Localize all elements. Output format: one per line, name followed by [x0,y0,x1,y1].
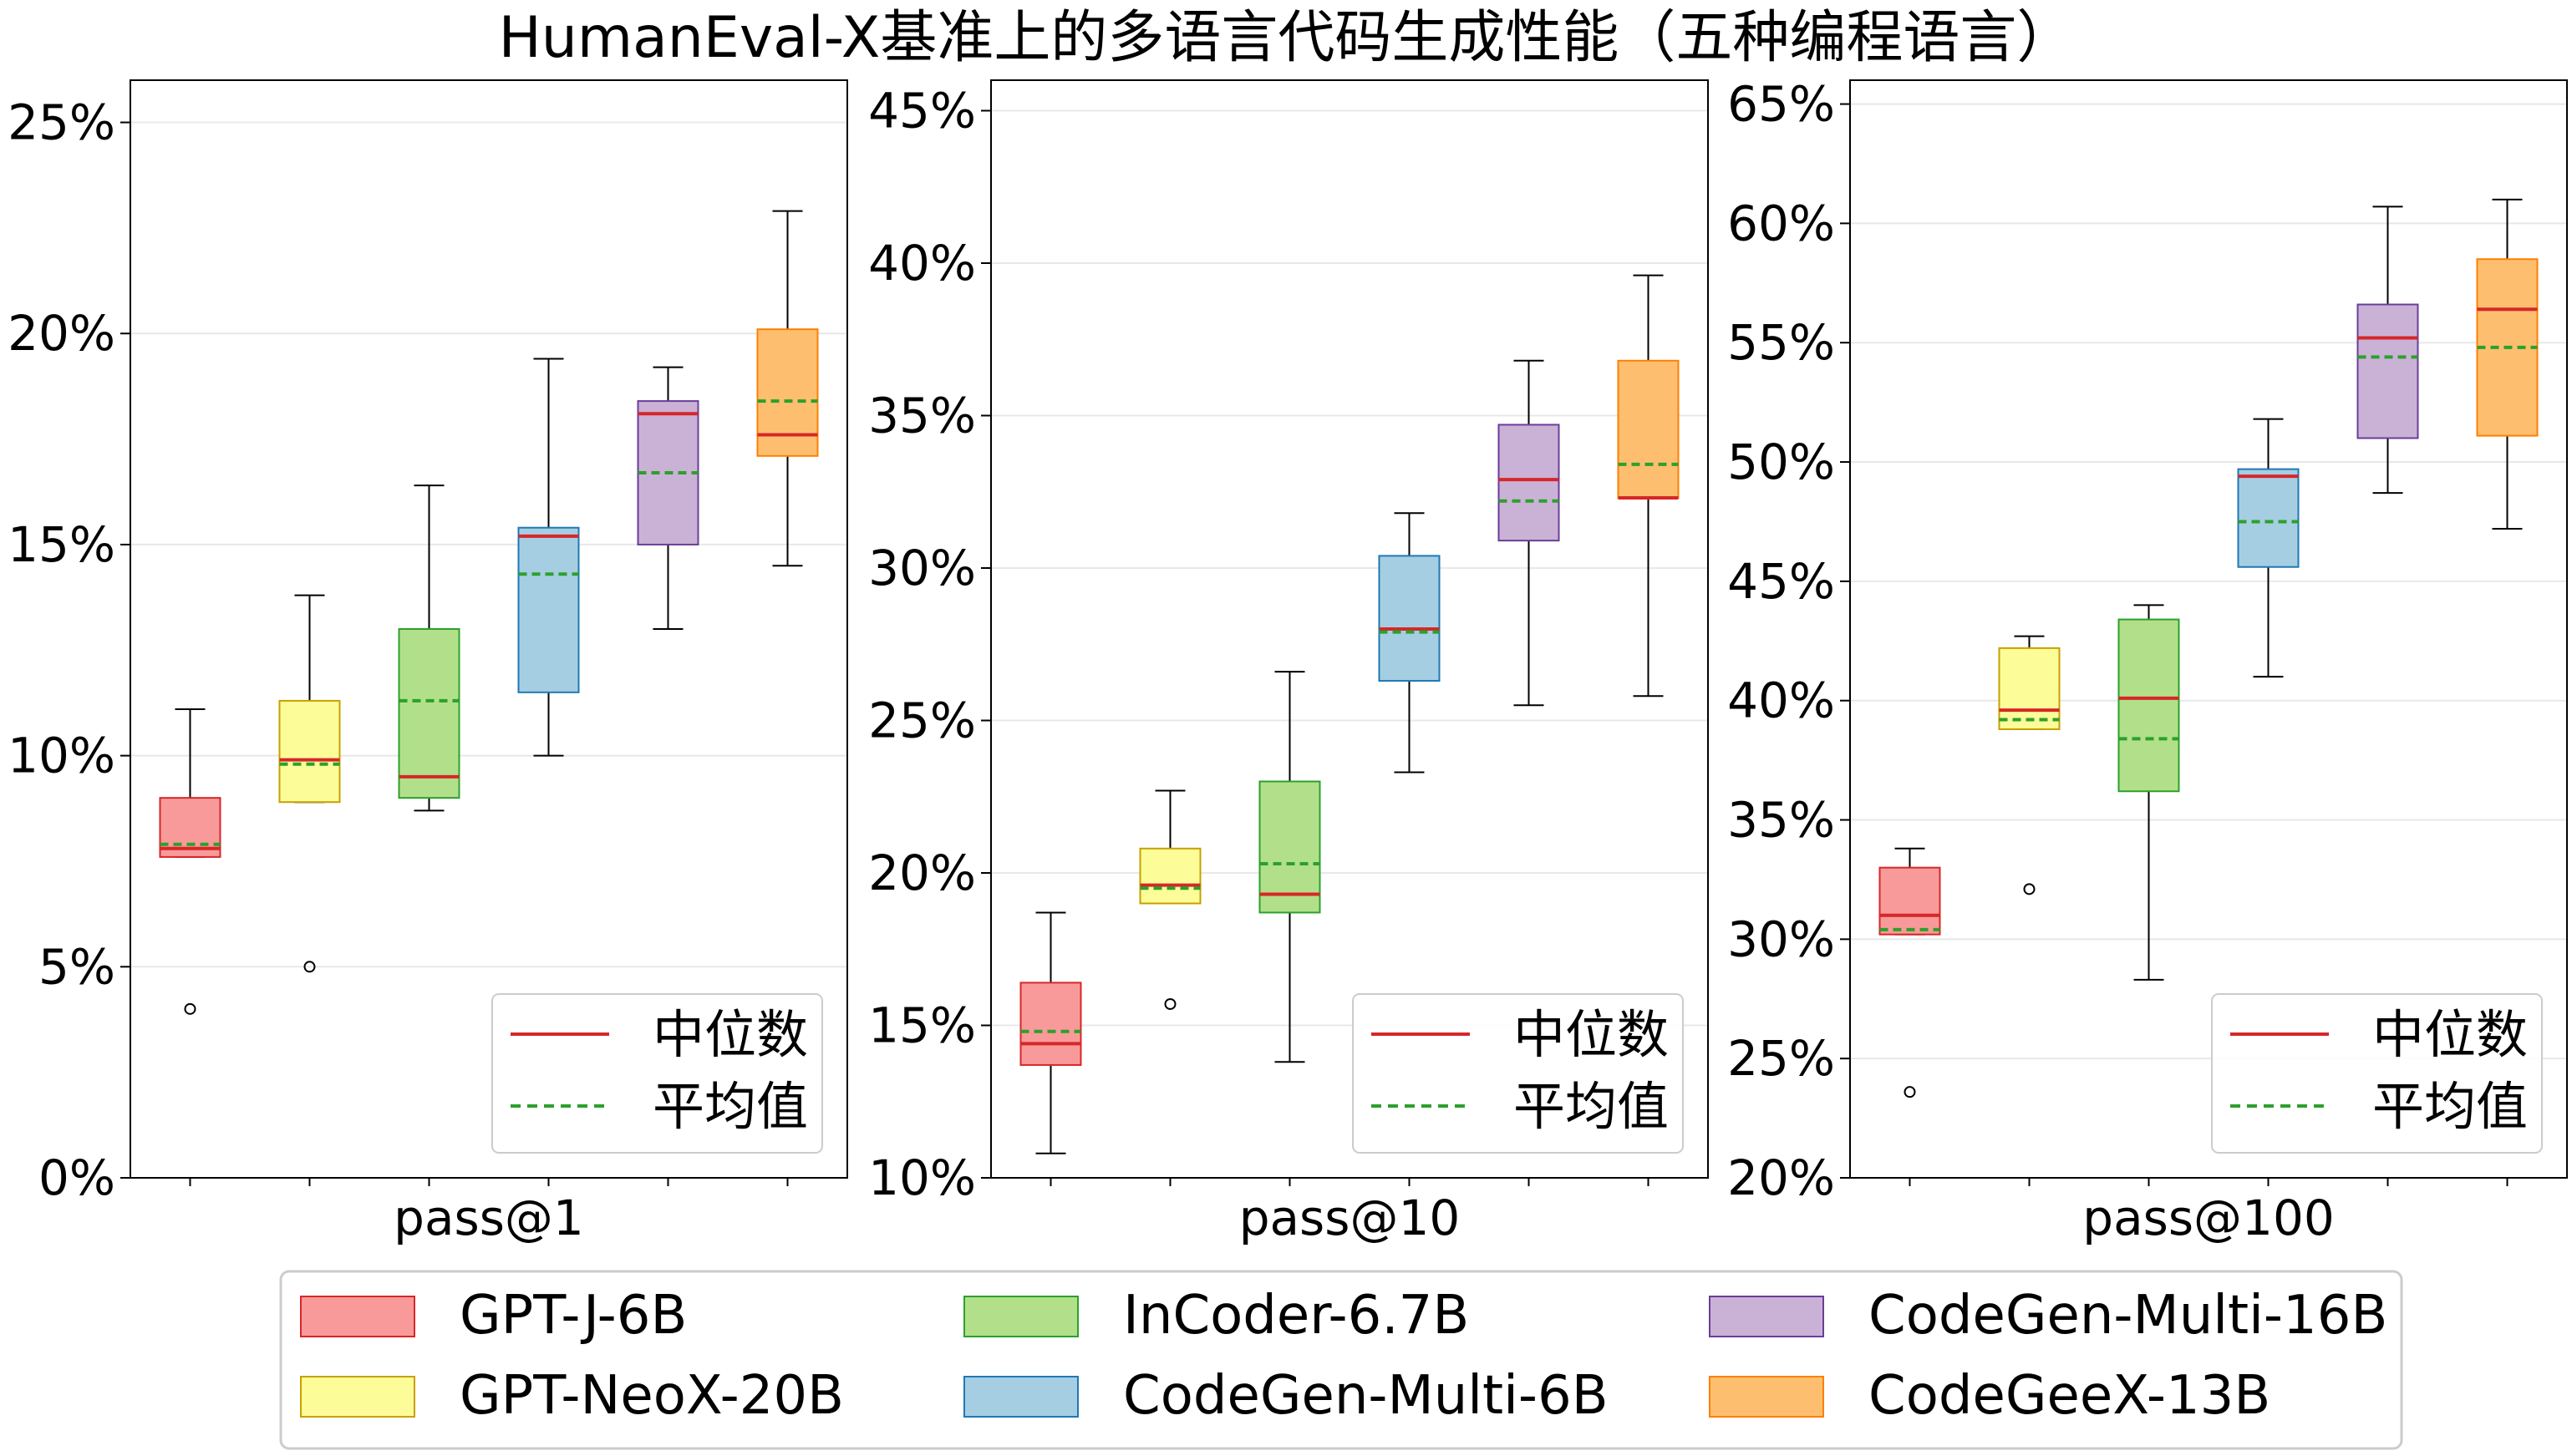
y-tick-label: 5% [38,938,115,995]
outlier-point [184,1002,196,1015]
y-tick-label: 40% [1727,672,1835,729]
y-tick-label: 65% [1727,76,1835,133]
legend-mean-label: 平均值 [1513,1076,1669,1137]
box-codegeex-13b [1617,274,1680,698]
box-codegen-multi-16b [637,366,699,630]
x-axis-label: pass@10 [1239,1190,1461,1246]
x-axis-label: pass@100 [2082,1190,2335,1246]
axes-frame [130,79,848,1179]
box-codegen-multi-6b [2237,418,2300,678]
legend-median-label: 中位数 [1513,1004,1669,1065]
iqr-box [2117,618,2180,793]
y-tick-label: 40% [868,235,976,292]
y-tick-label: 20% [8,305,115,362]
box-gpt-neox-20b [1998,635,2061,895]
legend-mean-label: 平均值 [2372,1076,2528,1137]
chart-title: HumanEval-X基准上的多语言代码生成性能（五种编程语言） [498,5,2074,71]
iqr-box [517,526,580,693]
legend-swatch [963,1376,1079,1418]
y-tick-label: 15% [8,516,115,573]
box-gpt-j-6b [159,708,221,1015]
y-tick-label: 20% [868,845,976,901]
iqr-box [1497,424,1560,542]
subplot-3: 20% 25% 30% 35% 40% 45% 50% 55% 60% 65% pass@100 中位… [1727,76,2568,1246]
legend-label: GPT-NeoX-20B [460,1365,844,1427]
box-codegen-multi-16b [2356,205,2419,495]
y-tick-label: 10% [8,728,115,784]
legend-label: CodeGen-Multi-6B [1123,1365,1609,1427]
legend-mean-label: 平均值 [653,1076,808,1137]
legend-swatch [300,1376,415,1418]
iqr-box [1998,647,2061,730]
box-incoder-6-7b [2117,604,2180,981]
model-legend-frame [279,1270,2403,1450]
iqr-box [2237,468,2300,568]
box-gpt-j-6b [1019,911,1082,1154]
legend-swatch [1709,1296,1824,1337]
box-incoder-6-7b [398,484,460,812]
legend-label: InCoder-6.7B [1123,1285,1469,1347]
y-tick-label: 45% [1727,553,1835,610]
outlier-point [303,961,316,973]
box-codegeex-13b [756,210,819,567]
y-tick-label: 45% [868,83,976,140]
box-incoder-6-7b [1258,671,1321,1063]
y-tick-label: 55% [1727,314,1835,371]
y-tick-label: 30% [1727,911,1835,967]
outlier-point [1164,997,1177,1010]
box-codegen-multi-16b [1497,359,1560,707]
y-tick-label: 20% [1727,1149,1835,1206]
legend-swatch [300,1296,415,1337]
y-tick-label: 50% [1727,434,1835,490]
legend-median-label: 中位数 [653,1004,808,1065]
y-tick-label: 60% [1727,195,1835,251]
iqr-box [1139,847,1202,905]
legend-label: CodeGeeX-13B [1868,1365,2270,1427]
y-tick-label: 0% [38,1149,115,1206]
iqr-box [278,699,341,804]
box-gpt-neox-20b [1139,789,1202,1010]
model-legend: GPT-J-6B GPT-NeoX-20B InCoder-6.7B CodeGen-… [279,1270,2403,1450]
y-tick-label: 35% [1727,792,1835,849]
iqr-box [398,628,460,799]
iqr-box [756,328,819,457]
y-tick-label: 30% [868,540,976,596]
y-tick-label: 15% [868,997,976,1054]
box-gpt-j-6b [1878,847,1941,1098]
axes-frame [990,79,1709,1179]
y-tick-label: 35% [868,388,976,444]
x-axis-label: pass@1 [394,1190,584,1246]
y-tick-label: 25% [8,94,115,151]
legend-label: CodeGen-Multi-16B [1868,1285,2387,1347]
legend-swatch [1709,1376,1824,1418]
y-tick-label: 25% [1727,1030,1835,1087]
outlier-point [2023,883,2036,895]
iqr-box [1019,982,1082,1066]
box-codegen-multi-6b [1378,512,1441,774]
y-tick-label: 10% [868,1149,976,1206]
iqr-box [2356,303,2419,439]
iqr-box [1878,866,1941,936]
iqr-box [1378,555,1441,682]
iqr-box [1258,780,1321,914]
iqr-box [1617,359,1680,500]
legend-label: GPT-J-6B [460,1285,687,1347]
box-codegeex-13b [2476,198,2539,530]
outlier-point [1904,1086,1916,1098]
box-codegen-multi-6b [517,358,580,757]
axes-frame [1849,79,2568,1179]
legend-median-label: 中位数 [2372,1004,2528,1065]
legend-swatch [963,1296,1079,1337]
y-tick-label: 25% [868,692,976,749]
box-gpt-neox-20b [278,594,341,973]
